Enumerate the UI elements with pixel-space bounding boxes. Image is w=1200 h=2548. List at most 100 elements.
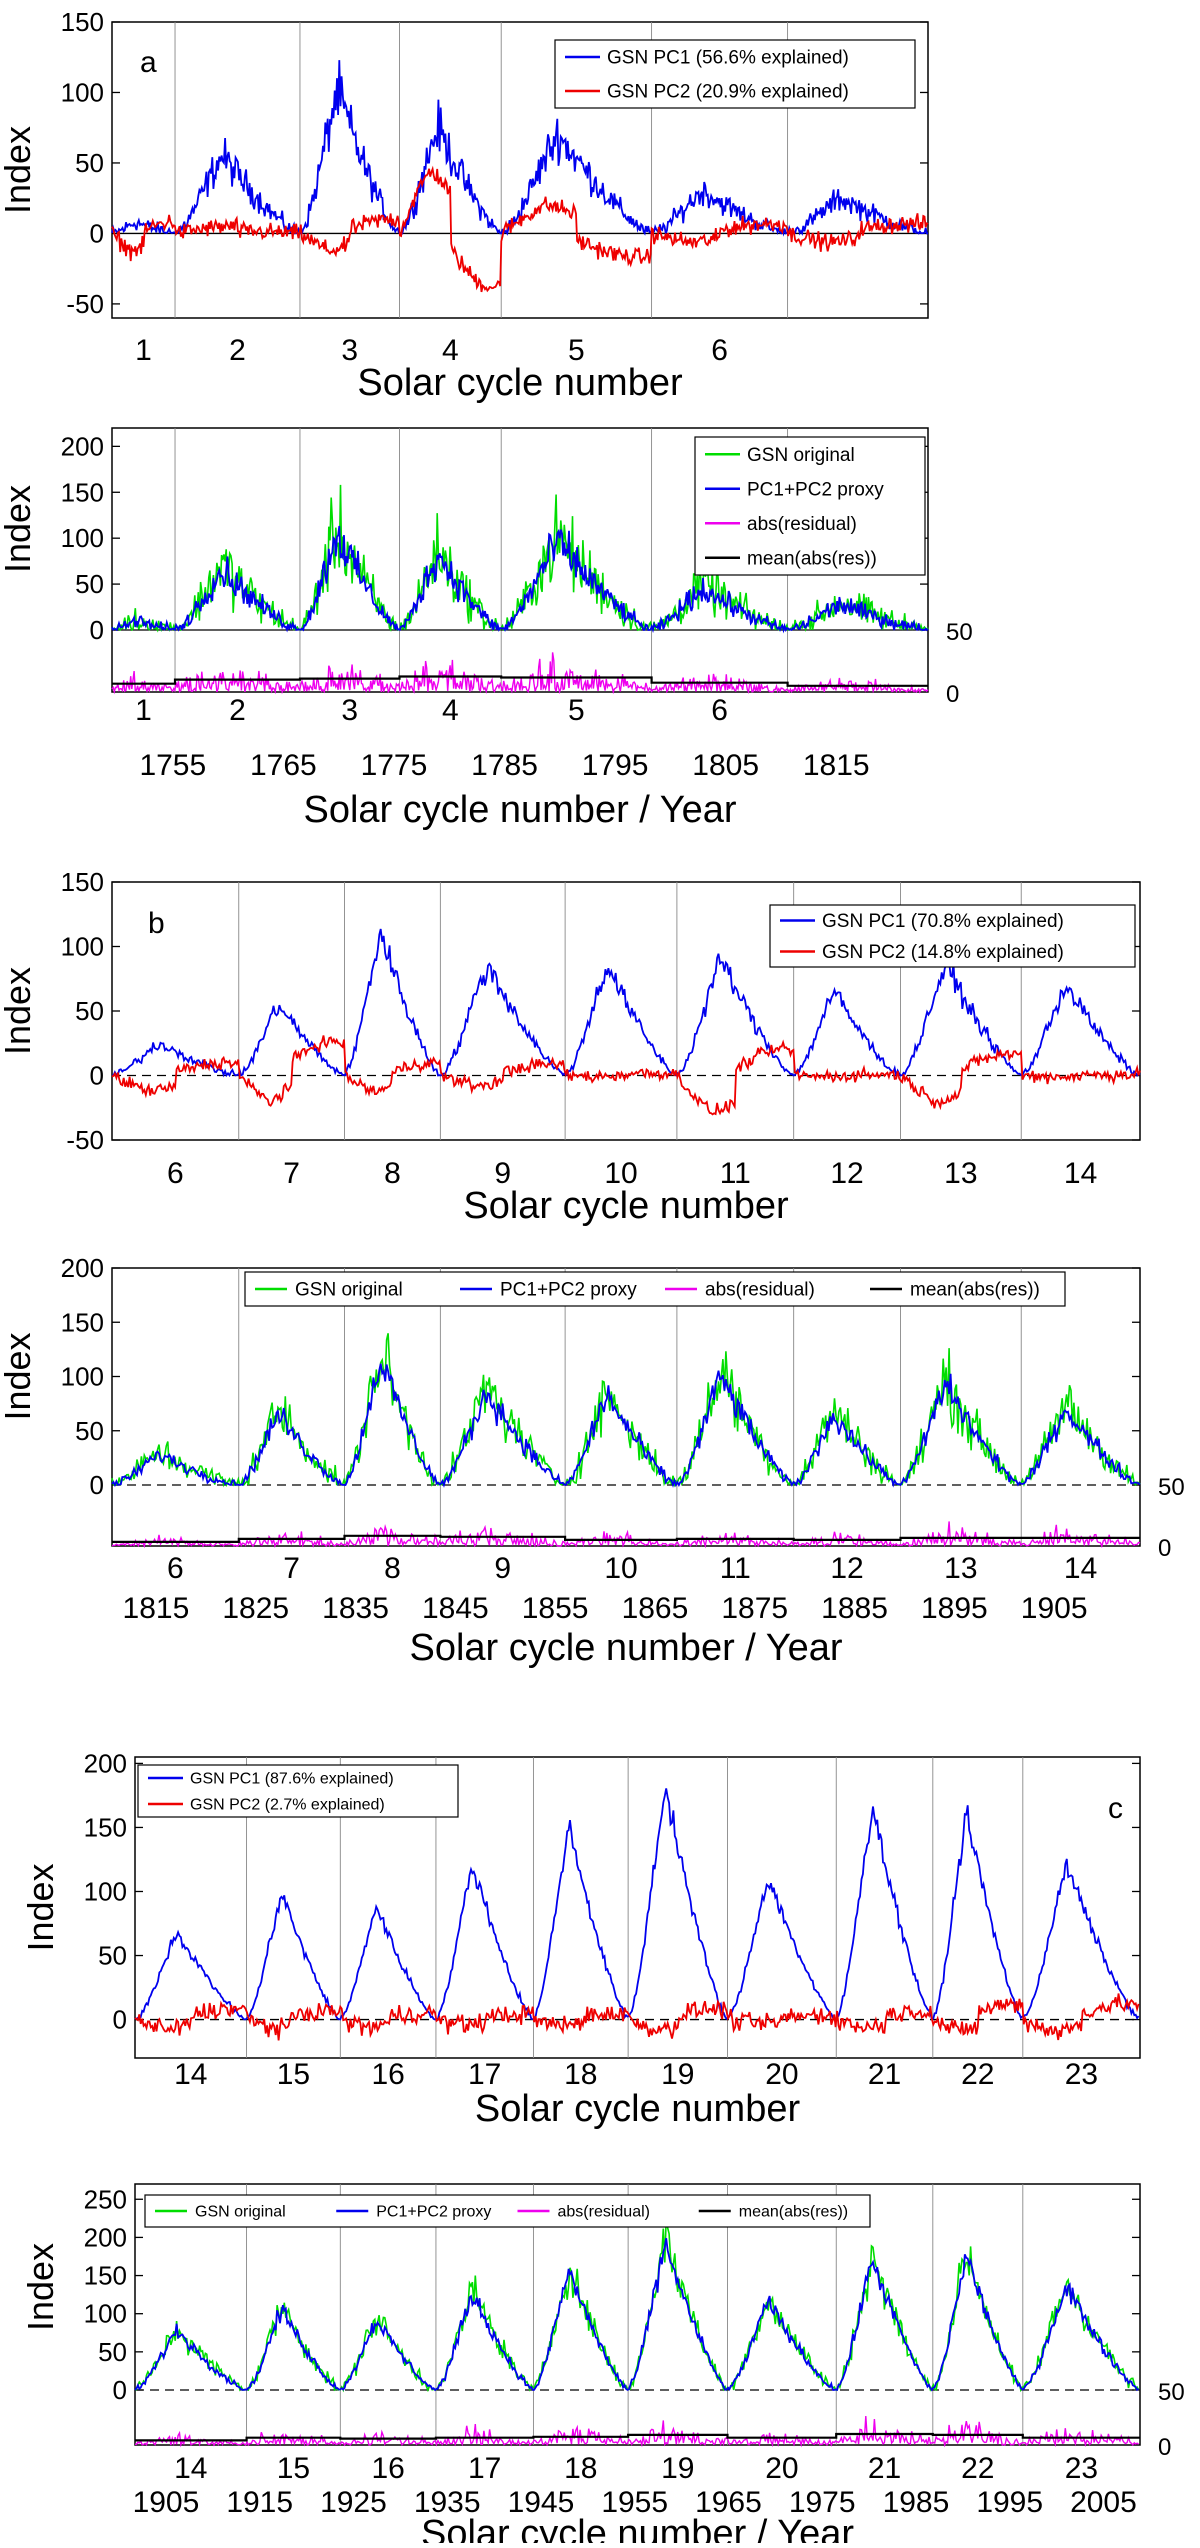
panel-label: a bbox=[140, 46, 157, 79]
series-line-residual bbox=[111, 652, 929, 695]
cycle-number-label: 6 bbox=[167, 1157, 184, 1190]
y-tick-label: 50 bbox=[98, 1941, 127, 1971]
cycle-number-label: 9 bbox=[494, 1552, 511, 1585]
panel-a-pc: 150 100 50 0 -50 Index 1 2 3 4 5 6 Solar cycle numbe… bbox=[0, 7, 929, 404]
year-label: 1905 bbox=[133, 2486, 200, 2519]
year-label: 1795 bbox=[582, 749, 649, 782]
year-label: 1945 bbox=[508, 2486, 575, 2519]
cycle-number-label: 9 bbox=[494, 1157, 511, 1190]
series-line-pc2 bbox=[111, 1035, 1141, 1116]
cycle-number-label: 2 bbox=[229, 334, 246, 367]
plot-frame bbox=[111, 1267, 1141, 1547]
y-tick-label: 50 bbox=[98, 2337, 127, 2367]
cycle-number-label: 20 bbox=[765, 2058, 798, 2091]
cycle-number-label: 18 bbox=[564, 2452, 597, 2485]
cycle-number-label: 7 bbox=[283, 1157, 300, 1190]
y-tick-label: 50 bbox=[75, 1416, 104, 1446]
y-tick-label: 100 bbox=[61, 932, 104, 962]
x-axis-label: Solar cycle number bbox=[463, 1185, 789, 1227]
legend: GSN PC1 (56.6% explained) GSN PC2 (20.9% … bbox=[554, 39, 916, 109]
series-line-proxy bbox=[134, 2238, 1140, 2392]
legend-entry: mean(abs(res)) bbox=[747, 548, 877, 569]
cycle-number-label: 12 bbox=[830, 1552, 863, 1585]
year-label: 1805 bbox=[692, 749, 759, 782]
cycle-number-label: 3 bbox=[341, 334, 358, 367]
year-label: 1755 bbox=[139, 749, 206, 782]
year-label: 1845 bbox=[422, 1592, 489, 1625]
panel-label: c bbox=[1108, 1792, 1123, 1825]
year-label: 1785 bbox=[471, 749, 538, 782]
y-tick-label: 0 bbox=[90, 1061, 104, 1091]
series-line-pc2 bbox=[111, 165, 929, 293]
legend-entry: PC1+PC2 proxy bbox=[500, 1280, 637, 1301]
panel-a-proxy: 200 150 100 50 0 Index 1 2 3 4 5 6 1755 1765 1775 1785 1… bbox=[0, 427, 973, 831]
cycle-number-label: 12 bbox=[830, 1157, 863, 1190]
y-tick-label: 200 bbox=[61, 1253, 104, 1283]
cycle-number-label: 19 bbox=[661, 2452, 694, 2485]
y-tick-label: -50 bbox=[66, 1125, 104, 1155]
panel-label: b bbox=[148, 907, 165, 940]
legend-entry: GSN original bbox=[195, 2204, 286, 2221]
year-label: 1855 bbox=[522, 1592, 589, 1625]
y-tick-label: 200 bbox=[84, 2222, 127, 2252]
y-tick-label: 150 bbox=[84, 2261, 127, 2291]
x-axis-label: Solar cycle number / Year bbox=[409, 1627, 842, 1669]
cycle-number-label: 11 bbox=[720, 1157, 751, 1190]
cycle-number-label: 1 bbox=[135, 334, 152, 367]
cycle-number-label: 16 bbox=[371, 2058, 404, 2091]
cycle-number-label: 17 bbox=[468, 2058, 501, 2091]
residual-axis-label: 50 bbox=[1158, 2379, 1185, 2406]
year-label: 1835 bbox=[322, 1592, 389, 1625]
year-label: 1925 bbox=[320, 2486, 387, 2519]
year-label: 1995 bbox=[976, 2486, 1043, 2519]
y-tick-label: 100 bbox=[61, 1362, 104, 1392]
cycle-number-label: 6 bbox=[711, 334, 728, 367]
y-tick-label: 100 bbox=[84, 1876, 127, 1906]
cycle-number-label: 21 bbox=[868, 2452, 901, 2485]
y-tick-label: 0 bbox=[113, 2005, 127, 2035]
year-label: 1885 bbox=[821, 1592, 888, 1625]
cycle-number-label: 5 bbox=[568, 694, 585, 727]
cycle-number-label: 19 bbox=[661, 2058, 694, 2091]
cycle-number-label: 22 bbox=[961, 2058, 994, 2091]
y-tick-label: 0 bbox=[113, 2375, 127, 2405]
residual-axis-label: 0 bbox=[1158, 1535, 1171, 1562]
legend-entry: GSN PC1 (87.6% explained) bbox=[190, 1771, 394, 1788]
year-label: 1765 bbox=[250, 749, 317, 782]
cycle-number-label: 14 bbox=[1064, 1157, 1097, 1190]
legend-entry: GSN PC2 (2.7% explained) bbox=[190, 1797, 385, 1814]
y-tick-label: 50 bbox=[75, 569, 104, 599]
cycle-number-label: 4 bbox=[442, 334, 459, 367]
cycle-number-label: 7 bbox=[283, 1552, 300, 1585]
cycle-number-label: 15 bbox=[277, 2058, 310, 2091]
x-axis-label: Solar cycle number bbox=[475, 2088, 801, 2130]
legend: GSN PC1 (70.8% explained) GSN PC2 (14.8% … bbox=[769, 904, 1136, 968]
legend: GSN original PC1+PC2 proxy abs(residual) me… bbox=[144, 2194, 871, 2228]
series-line-proxy bbox=[111, 1363, 1141, 1488]
series-line-mean bbox=[135, 2432, 1140, 2442]
year-label: 1975 bbox=[789, 2486, 856, 2519]
cycle-number-label: 8 bbox=[384, 1552, 401, 1585]
year-label: 1815 bbox=[123, 1592, 190, 1625]
plot-frame bbox=[134, 2183, 1141, 2446]
y-tick-label: 50 bbox=[75, 996, 104, 1026]
cycle-number-label: 14 bbox=[174, 2058, 207, 2091]
y-tick-label: 0 bbox=[90, 615, 104, 645]
cycle-number-label: 14 bbox=[174, 2452, 207, 2485]
panel-b-pc: 150 100 50 0 -50 Index 6 7 8 9 10 11 12 13 14 Solar cyc… bbox=[0, 867, 1141, 1227]
legend-entry: abs(residual) bbox=[558, 2204, 650, 2221]
legend: GSN PC1 (87.6% explained) GSN PC2 (2.7% e… bbox=[137, 1764, 459, 1818]
cycle-number-label: 22 bbox=[961, 2452, 994, 2485]
cycle-number-label: 10 bbox=[604, 1552, 637, 1585]
year-label: 1965 bbox=[695, 2486, 762, 2519]
y-tick-label: 100 bbox=[61, 77, 104, 107]
series-line-residual bbox=[134, 2415, 1139, 2448]
cycle-number-label: 6 bbox=[167, 1552, 184, 1585]
year-label: 1955 bbox=[601, 2486, 668, 2519]
cycle-number-label: 17 bbox=[468, 2452, 501, 2485]
year-label: 1815 bbox=[803, 749, 870, 782]
series-line-pc2 bbox=[134, 1993, 1140, 2041]
year-label: 1985 bbox=[883, 2486, 950, 2519]
